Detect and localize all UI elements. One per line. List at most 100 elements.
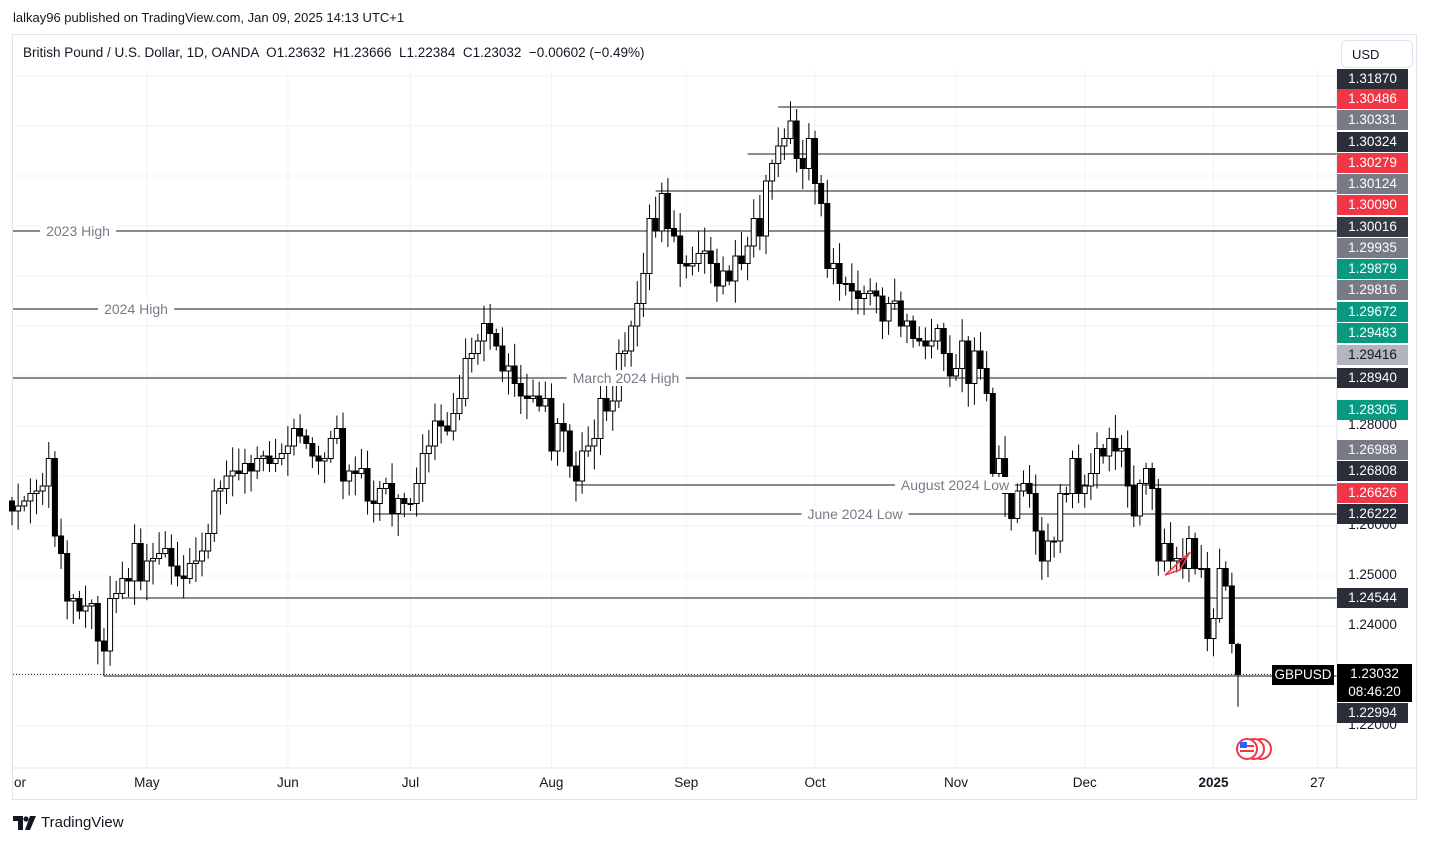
candle-up <box>830 263 837 269</box>
price-badge: 1.29672 <box>1337 302 1408 322</box>
candle-up <box>1143 468 1150 484</box>
candle-down <box>713 263 720 287</box>
time-axis-label: Oct <box>804 775 826 790</box>
level-label: 2023 High <box>40 223 116 239</box>
candle-up <box>192 560 199 564</box>
candle-down <box>266 455 273 464</box>
time-axis-label: Jun <box>276 775 299 790</box>
time-axis-label: 27 <box>1310 775 1326 790</box>
candle-up <box>88 603 95 607</box>
candle-up <box>805 138 812 169</box>
candle-down <box>389 483 396 514</box>
candle-down <box>848 283 855 292</box>
candle-down <box>523 395 530 399</box>
tradingview-logo-icon <box>13 815 36 830</box>
candle-up <box>701 250 708 254</box>
candle-up <box>333 428 340 439</box>
price-badge: 1.29879 <box>1337 259 1408 279</box>
candle-up <box>787 120 794 139</box>
candle-up <box>646 218 653 274</box>
candle-up <box>1106 438 1113 457</box>
candle-down <box>536 395 543 407</box>
candle-up <box>327 438 334 459</box>
candle-up <box>395 498 402 514</box>
time-axis-label: or <box>13 775 27 790</box>
candle-up <box>1044 540 1051 562</box>
candles <box>9 101 1241 707</box>
candle-down <box>1228 585 1235 644</box>
candle-up <box>205 533 212 552</box>
price-badge: 1.26626 <box>1337 483 1408 503</box>
candle-up <box>622 350 628 354</box>
time-axis-label: Sep <box>674 775 699 790</box>
candle-up <box>867 290 874 294</box>
candle-up <box>628 325 635 352</box>
candle-down <box>1002 458 1009 494</box>
candle-up <box>425 445 432 454</box>
candle-down <box>1235 643 1241 675</box>
candle-up <box>1118 448 1125 452</box>
candle-up <box>1198 568 1205 570</box>
currency-button[interactable]: USD <box>1341 40 1413 68</box>
candle-down <box>854 290 861 299</box>
candle-down <box>64 553 71 602</box>
candle-up <box>861 293 868 299</box>
candle-up <box>481 323 488 342</box>
price-badge: 1.30324 <box>1337 132 1408 152</box>
candle-up <box>1161 543 1168 562</box>
candle-down <box>438 420 445 427</box>
candle-up <box>278 453 285 459</box>
candle-up <box>15 505 22 512</box>
candle-down <box>989 393 996 474</box>
price-badge: 1.29416 <box>1337 345 1408 365</box>
candle-down <box>897 300 904 327</box>
candle-down <box>51 458 58 537</box>
candle-up <box>468 353 475 359</box>
candle-up <box>530 395 537 399</box>
price-badge: 1.30331 <box>1337 110 1408 130</box>
candle-up <box>1014 490 1021 519</box>
economic-events-icon[interactable] <box>1231 737 1283 761</box>
candle-up <box>1069 458 1076 494</box>
candle-down <box>1155 488 1162 562</box>
candle-down <box>671 228 678 237</box>
candle-up <box>290 428 297 447</box>
candle-down <box>94 603 101 642</box>
time-axis-label: Jul <box>401 775 420 790</box>
candle-up <box>1216 568 1223 619</box>
candle-up <box>903 320 910 327</box>
candle-up <box>407 503 414 505</box>
candle-up <box>1173 558 1180 562</box>
price-badge: 1.28305 <box>1337 400 1408 420</box>
candle-up <box>1020 483 1027 492</box>
legend-symbol: British Pound / U.S. Dollar, 1D, OANDA <box>23 45 259 60</box>
level-label: June 2024 Low <box>801 506 909 522</box>
candle-down <box>793 120 800 159</box>
candle-down <box>818 183 825 204</box>
candle-down <box>1032 493 1039 532</box>
candle-down <box>1026 483 1033 494</box>
candle-down <box>756 218 763 237</box>
candle-down <box>1124 448 1131 487</box>
price-badge: 1.30486 <box>1337 89 1408 109</box>
price-badge: 1.28940 <box>1337 368 1408 388</box>
candle-up <box>211 490 218 534</box>
candle-up <box>223 475 230 489</box>
candle-up <box>1063 493 1070 495</box>
grid <box>13 70 1337 768</box>
candle-down <box>799 158 806 169</box>
candle-down <box>487 323 494 334</box>
tradingview-logo[interactable]: TradingView <box>13 814 124 831</box>
candle-down <box>916 338 923 342</box>
candle-up <box>21 500 28 507</box>
candle-up <box>456 398 463 414</box>
price-badge: 1.26988 <box>1337 440 1408 460</box>
legend-open: O1.23632 <box>266 45 326 60</box>
candle-down <box>401 498 408 504</box>
candle-up <box>346 470 353 482</box>
price-badge: 1.30124 <box>1337 174 1408 194</box>
candle-up <box>143 560 150 582</box>
candle-up <box>149 558 156 562</box>
candle-down <box>76 598 83 612</box>
